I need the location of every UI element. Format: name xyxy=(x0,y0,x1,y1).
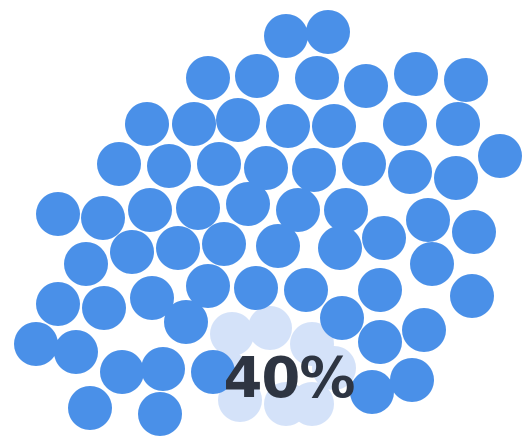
faded-dot xyxy=(210,312,254,356)
filled-dot xyxy=(226,182,270,226)
filled-dot xyxy=(292,148,336,192)
filled-dot xyxy=(320,296,364,340)
filled-dot xyxy=(358,320,402,364)
filled-dot xyxy=(324,188,368,232)
filled-dot xyxy=(100,350,144,394)
filled-dot xyxy=(81,196,125,240)
filled-dot xyxy=(186,264,230,308)
filled-dot xyxy=(82,286,126,330)
filled-dot xyxy=(312,104,356,148)
filled-dot xyxy=(436,102,480,146)
filled-dot xyxy=(295,56,339,100)
filled-dot xyxy=(125,102,169,146)
filled-dot xyxy=(478,134,522,178)
filled-dot xyxy=(141,347,185,391)
filled-dot xyxy=(342,142,386,186)
filled-dot xyxy=(434,156,478,200)
progress-percentage: 40% xyxy=(223,345,355,411)
filled-dot xyxy=(36,282,80,326)
filled-dot xyxy=(68,386,112,430)
filled-dot xyxy=(284,268,328,312)
faded-dot xyxy=(248,306,292,350)
filled-dot xyxy=(172,102,216,146)
filled-dot xyxy=(186,56,230,100)
filled-dot xyxy=(406,198,450,242)
filled-dot xyxy=(54,330,98,374)
filled-dot xyxy=(64,242,108,286)
filled-dot xyxy=(450,274,494,318)
filled-dot xyxy=(202,222,246,266)
filled-dot xyxy=(36,192,80,236)
filled-dot xyxy=(388,150,432,194)
filled-dot xyxy=(452,210,496,254)
filled-dot xyxy=(176,186,220,230)
filled-dot xyxy=(110,230,154,274)
filled-dot xyxy=(266,104,310,148)
filled-dot xyxy=(264,14,308,58)
filled-dot xyxy=(244,146,288,190)
filled-dot xyxy=(350,370,394,414)
filled-dot xyxy=(256,224,300,268)
filled-dot xyxy=(358,268,402,312)
filled-dot xyxy=(235,54,279,98)
filled-dot xyxy=(97,142,141,186)
filled-dot xyxy=(318,226,362,270)
filled-dot xyxy=(362,216,406,260)
filled-dot xyxy=(390,358,434,402)
filled-dot xyxy=(394,52,438,96)
filled-dot xyxy=(156,226,200,270)
filled-dot xyxy=(234,266,278,310)
filled-dot xyxy=(216,98,260,142)
filled-dot xyxy=(128,188,172,232)
filled-dot xyxy=(14,322,58,366)
filled-dot xyxy=(402,308,446,352)
filled-dot xyxy=(276,188,320,232)
filled-dot xyxy=(147,144,191,188)
faded-dot xyxy=(312,346,356,390)
filled-dot xyxy=(306,10,350,54)
filled-dot xyxy=(164,300,208,344)
filled-dot xyxy=(410,242,454,286)
filled-dot xyxy=(383,102,427,146)
filled-dot xyxy=(130,276,174,320)
filled-dot xyxy=(138,392,182,436)
filled-dot xyxy=(197,142,241,186)
filled-dot xyxy=(191,350,235,394)
faded-dot xyxy=(290,382,334,426)
filled-dot xyxy=(444,58,488,102)
filled-dot xyxy=(344,64,388,108)
